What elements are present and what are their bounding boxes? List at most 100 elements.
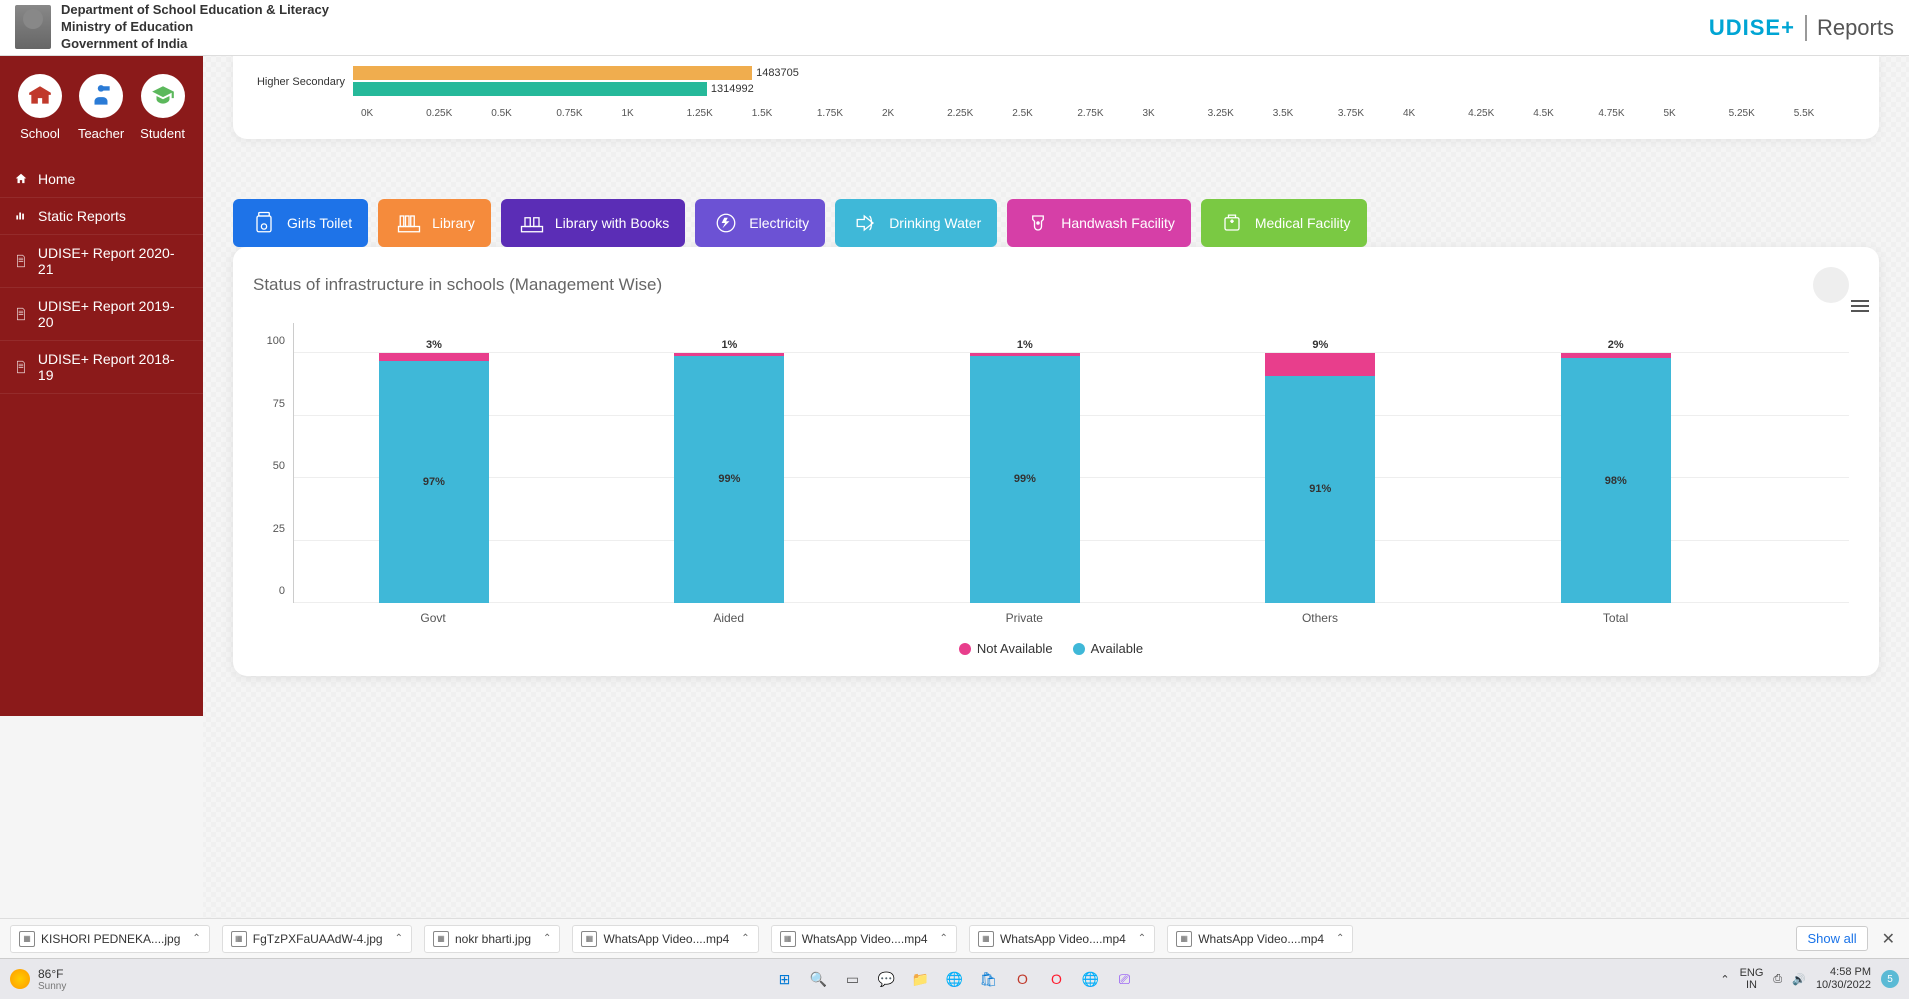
hbar-fill[interactable]: [353, 82, 707, 96]
bar-group[interactable]: 3%97%: [379, 353, 489, 603]
tab-handwash-facility[interactable]: Handwash Facility: [1007, 199, 1191, 247]
sidebar-item-udise-report-2019-20[interactable]: UDISE+ Report 2019-20: [0, 288, 203, 341]
hbar-fill[interactable]: [353, 66, 752, 80]
taskbar-app-icon[interactable]: 📁: [907, 965, 935, 993]
file-icon: ▦: [1176, 931, 1192, 947]
expand-button[interactable]: [1813, 267, 1849, 303]
tab-label: Electricity: [749, 215, 809, 231]
sidebar-menu: HomeStatic ReportsUDISE+ Report 2020-21U…: [0, 161, 203, 394]
legend-not-available[interactable]: Not Available: [959, 641, 1053, 656]
file-icon: ▦: [780, 931, 796, 947]
clock[interactable]: 4:58 PM 10/30/2022: [1816, 966, 1871, 992]
sidebar-item-static-reports[interactable]: Static Reports: [0, 198, 203, 235]
taskbar-app-icon[interactable]: ⎚: [1111, 965, 1139, 993]
tab-library-with-books[interactable]: Library with Books: [501, 199, 685, 247]
date: 10/30/2022: [1816, 979, 1871, 992]
sidebar-tab-teacher[interactable]: Teacher: [78, 74, 124, 141]
tab-electricity[interactable]: Electricity: [695, 199, 825, 247]
tab-icon: [517, 209, 547, 237]
sidebar-item-udise-report-2020-21[interactable]: UDISE+ Report 2020-21: [0, 235, 203, 288]
temperature: 86°F: [38, 967, 66, 981]
x-axis-labels: GovtAidedPrivateOthersTotal: [293, 611, 1849, 631]
lang2[interactable]: IN: [1740, 979, 1764, 991]
chevron-up-icon[interactable]: ⌃: [940, 933, 948, 944]
x-tick: 4.25K: [1468, 108, 1533, 119]
teacher-icon: [79, 74, 123, 118]
legend-dot-icon: [1073, 643, 1085, 655]
download-item[interactable]: ▦WhatsApp Video....mp4⌃: [969, 925, 1155, 953]
tab-library[interactable]: Library: [378, 199, 491, 247]
tab-icon: [711, 209, 741, 237]
x-label: Govt: [420, 611, 445, 625]
tab-label: Library: [432, 215, 475, 231]
bar-group[interactable]: 1%99%: [674, 353, 784, 603]
download-filename: WhatsApp Video....mp4: [1000, 932, 1126, 946]
taskbar-app-icon[interactable]: 🌐: [941, 965, 969, 993]
tab-label: Girls Toilet: [287, 215, 352, 231]
chevron-up-icon[interactable]: ⌃: [741, 933, 749, 944]
x-label: Aided: [713, 611, 744, 625]
x-tick: 0.75K: [556, 108, 621, 119]
student-icon: [141, 74, 185, 118]
sidebar-item-home[interactable]: Home: [0, 161, 203, 198]
taskbar-app-icon[interactable]: ▭: [839, 965, 867, 993]
header-right: UDISE+ Reports: [1709, 15, 1894, 41]
y-axis: 0255075100: [253, 323, 293, 603]
x-tick: 3.75K: [1338, 108, 1403, 119]
chevron-up-icon[interactable]: ⌃: [543, 933, 551, 944]
chart-menu-icon[interactable]: [1851, 297, 1869, 315]
taskbar-app-icon[interactable]: O: [1009, 965, 1037, 993]
reports-label[interactable]: Reports: [1805, 15, 1894, 41]
bar-group[interactable]: 9%91%: [1265, 353, 1375, 603]
x-tick: 5K: [1664, 108, 1729, 119]
sidebar-item-label: Home: [38, 171, 75, 187]
chevron-up-icon[interactable]: ⌃: [1138, 933, 1146, 944]
download-item[interactable]: ▦nokr bharti.jpg⌃: [424, 925, 560, 953]
tab-girls-toilet[interactable]: Girls Toilet: [233, 199, 368, 247]
taskbar-app-icon[interactable]: 🛍: [975, 965, 1003, 993]
chevron-up-icon[interactable]: ⌃: [192, 933, 200, 944]
chevron-up-icon[interactable]: ⌃: [395, 933, 403, 944]
close-downloads-icon[interactable]: ✕: [1878, 925, 1899, 953]
tab-label: Drinking Water: [889, 215, 981, 231]
wifi-icon[interactable]: ⎙: [1773, 973, 1782, 986]
header-line1: Department of School Education & Literac…: [61, 2, 329, 19]
tab-medical-facility[interactable]: Medical Facility: [1201, 199, 1367, 247]
time: 4:58 PM: [1816, 966, 1871, 979]
bar-group[interactable]: 1%99%: [970, 353, 1080, 603]
legend-label: Available: [1091, 641, 1144, 656]
download-item[interactable]: ▦WhatsApp Video....mp4⌃: [572, 925, 758, 953]
school-icon: [18, 74, 62, 118]
y-tick: 75: [273, 398, 285, 410]
taskbar-app-icon[interactable]: 💬: [873, 965, 901, 993]
download-filename: KISHORI PEDNEKA....jpg: [41, 932, 180, 946]
taskbar-app-icon[interactable]: ⊞: [771, 965, 799, 993]
sidebar-item-udise-report-2018-19[interactable]: UDISE+ Report 2018-19: [0, 341, 203, 394]
tab-drinking-water[interactable]: Drinking Water: [835, 199, 997, 247]
taskbar-app-icon[interactable]: 🌐: [1077, 965, 1105, 993]
bar-group[interactable]: 2%98%: [1561, 353, 1671, 603]
x-tick: 1K: [622, 108, 687, 119]
legend-available[interactable]: Available: [1073, 641, 1144, 656]
lang1[interactable]: ENG: [1740, 967, 1764, 979]
sidebar-tab-school[interactable]: School: [18, 74, 62, 141]
top-chart-x-axis: 0K0.25K0.5K0.75K1K1.25K1.5K1.75K2K2.25K2…: [361, 108, 1859, 119]
taskbar-app-icon[interactable]: 🔍: [805, 965, 833, 993]
weather-icon: [10, 969, 30, 989]
downloads-bar: ▦KISHORI PEDNEKA....jpg⌃▦FgTzPXFaUAAdW-4…: [0, 918, 1909, 958]
download-item[interactable]: ▦FgTzPXFaUAAdW-4.jpg⌃: [222, 925, 412, 953]
x-tick: 5.5K: [1794, 108, 1859, 119]
taskbar-app-icon[interactable]: O: [1043, 965, 1071, 993]
brand[interactable]: UDISE+: [1709, 15, 1795, 41]
chevron-up-icon[interactable]: ⌃: [1336, 933, 1344, 944]
sidebar-tab-student[interactable]: Student: [140, 74, 185, 141]
download-item[interactable]: ▦KISHORI PEDNEKA....jpg⌃: [10, 925, 210, 953]
y-tick: 0: [279, 585, 285, 597]
volume-icon[interactable]: 🔊: [1792, 973, 1806, 986]
show-all-button[interactable]: Show all: [1796, 926, 1867, 951]
tray-chevron-icon[interactable]: ⌃: [1720, 973, 1729, 986]
weather-widget[interactable]: 86°F Sunny: [10, 967, 66, 992]
download-item[interactable]: ▦WhatsApp Video....mp4⌃: [1167, 925, 1353, 953]
download-item[interactable]: ▦WhatsApp Video....mp4⌃: [771, 925, 957, 953]
notification-badge[interactable]: 5: [1881, 970, 1899, 988]
